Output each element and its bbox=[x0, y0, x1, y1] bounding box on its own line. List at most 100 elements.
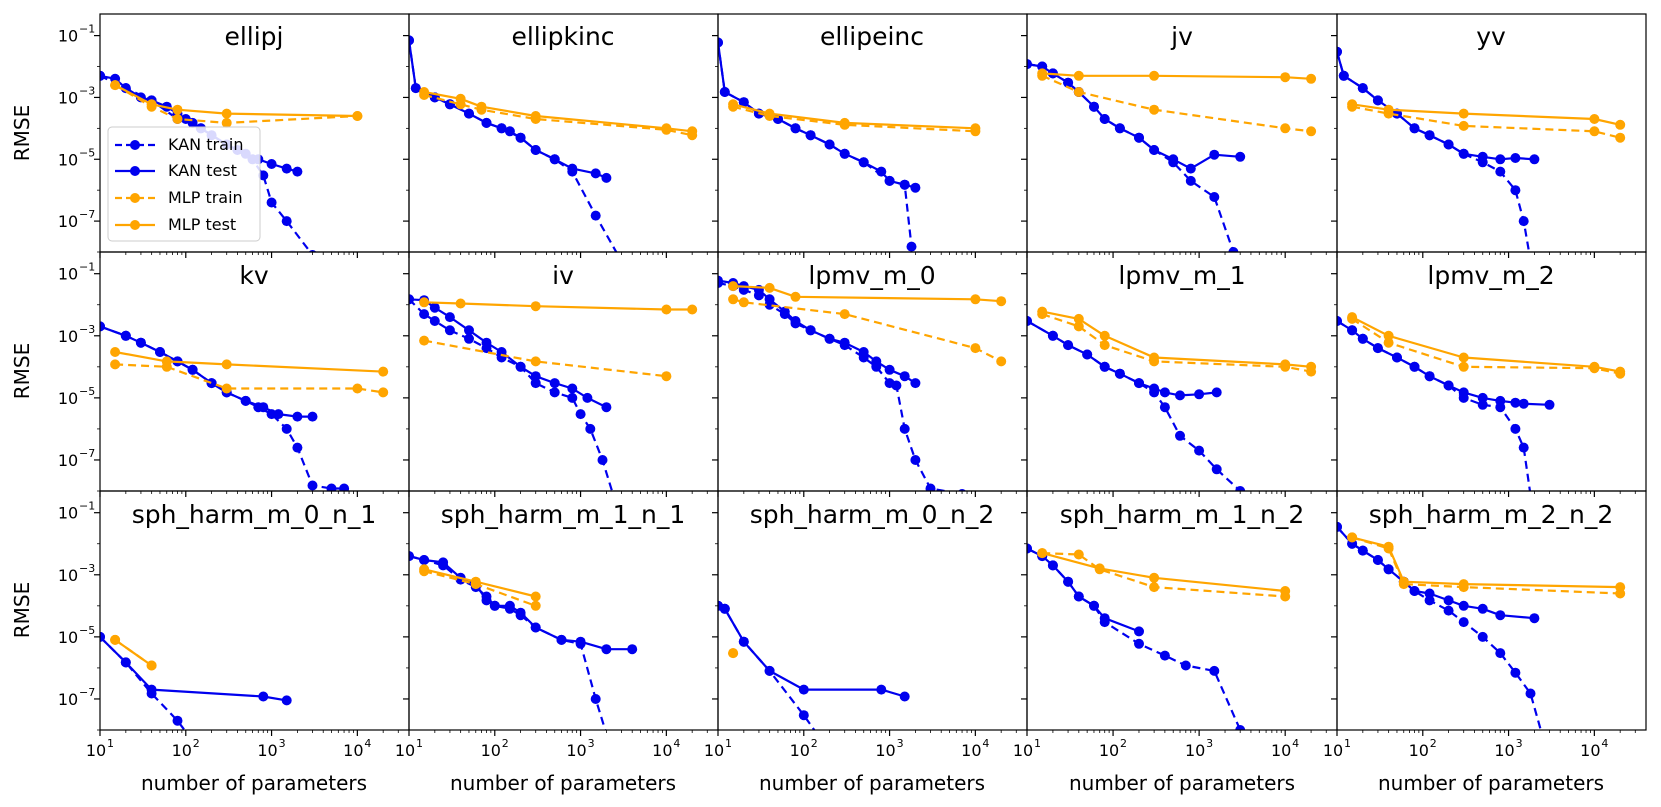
data-point-mlp-test bbox=[378, 366, 389, 377]
data-point-kan-train bbox=[444, 325, 455, 336]
data-point-mlp-test bbox=[470, 576, 481, 587]
data-point-mlp-test bbox=[1306, 361, 1317, 372]
data-point-kan-test bbox=[764, 665, 775, 676]
data-point-kan-train bbox=[926, 309, 936, 319]
data-point-kan-test bbox=[1477, 603, 1488, 614]
data-point-mlp-test bbox=[110, 347, 121, 357]
data-point-mlp-test bbox=[687, 126, 698, 137]
series-line-kan-test bbox=[100, 636, 287, 702]
data-point-kan-test bbox=[1337, 46, 1342, 57]
plot-area bbox=[409, 294, 698, 491]
data-point-kan-test bbox=[910, 182, 921, 193]
panel-title: lpmv_m_1 bbox=[1118, 261, 1245, 290]
data-point-kan-train bbox=[258, 170, 269, 181]
data-point-kan-test bbox=[601, 402, 612, 413]
data-point-kan-test bbox=[871, 356, 882, 367]
data-point-kan-train bbox=[567, 392, 578, 403]
data-point-mlp-test bbox=[1099, 330, 1110, 341]
data-point-kan-test bbox=[1458, 148, 1469, 159]
data-point-kan-test bbox=[515, 361, 526, 372]
plot-area bbox=[100, 321, 389, 491]
data-point-kan-test bbox=[273, 409, 284, 420]
series-line-mlp-train bbox=[115, 363, 384, 394]
series-line-kan-train bbox=[409, 298, 614, 491]
series-line-mlp-test bbox=[114, 638, 153, 667]
series-line-kan-train bbox=[1337, 526, 1542, 730]
data-point-kan-test bbox=[738, 636, 749, 647]
panel-title: sph_harm_m_1_n_2 bbox=[1060, 500, 1305, 529]
data-point-kan-test bbox=[798, 684, 809, 695]
data-point-kan-test bbox=[438, 557, 449, 568]
data-point-mlp-test bbox=[110, 634, 121, 645]
x-tick-label: 10 bbox=[566, 741, 586, 760]
data-point-kan-test bbox=[464, 325, 474, 336]
data-point-kan-test bbox=[146, 684, 157, 695]
data-point-kan-test bbox=[1185, 163, 1196, 174]
x-tick-label: 10 bbox=[172, 741, 192, 760]
x-axis-label: number of parameters bbox=[1378, 771, 1604, 795]
series-line-kan-train bbox=[100, 325, 345, 490]
data-point-kan-train bbox=[172, 715, 183, 726]
data-point-mlp-train bbox=[1149, 582, 1160, 593]
data-point-kan-train bbox=[419, 309, 430, 320]
data-point-kan-train bbox=[906, 241, 917, 252]
data-point-kan-train bbox=[339, 309, 349, 319]
data-point-kan-test bbox=[590, 168, 601, 179]
panel-title: sph_harm_m_0_n_1 bbox=[132, 500, 377, 529]
data-point-kan-train bbox=[1495, 648, 1506, 659]
data-point-mlp-train bbox=[728, 294, 739, 305]
x-tick-exponent: 4 bbox=[1292, 737, 1299, 750]
data-point-kan-train bbox=[1185, 175, 1196, 186]
data-point-kan-test bbox=[1211, 387, 1222, 398]
data-point-kan-train bbox=[590, 210, 601, 221]
data-point-kan-train bbox=[1510, 185, 1521, 196]
data-point-kan-test bbox=[1372, 343, 1383, 354]
data-point-kan-test bbox=[155, 347, 165, 357]
data-point-mlp-train bbox=[1280, 123, 1291, 134]
data-point-kan-test bbox=[1027, 316, 1032, 326]
x-tick-exponent: 1 bbox=[1344, 737, 1351, 750]
y-axis-label: RMSE bbox=[10, 343, 34, 399]
data-point-kan-test bbox=[1337, 521, 1342, 532]
data-point-mlp-test bbox=[970, 294, 981, 305]
series-line-mlp-train bbox=[423, 339, 667, 378]
panel-title: kv bbox=[239, 261, 268, 290]
series-line-kan-train bbox=[1027, 320, 1242, 491]
data-point-kan-test bbox=[1529, 613, 1540, 624]
x-tick-exponent: 4 bbox=[673, 737, 680, 750]
data-point-kan-test bbox=[410, 83, 421, 94]
data-point-mlp-test bbox=[1383, 104, 1394, 115]
data-point-kan-train bbox=[1477, 631, 1488, 642]
data-point-kan-train bbox=[1228, 247, 1239, 252]
series-line-kan-test bbox=[718, 42, 916, 189]
data-point-kan-train bbox=[617, 256, 627, 266]
data-point-kan-test bbox=[1443, 380, 1454, 391]
data-point-kan-test bbox=[1409, 123, 1420, 134]
x-tick-label: 10 bbox=[704, 741, 724, 760]
y-tick-label: 10 bbox=[58, 504, 78, 523]
data-point-mlp-test bbox=[1347, 99, 1358, 110]
data-point-mlp-test bbox=[455, 298, 466, 309]
data-point-kan-test bbox=[1495, 610, 1506, 621]
data-point-mlp-test bbox=[221, 108, 232, 119]
data-point-kan-test bbox=[764, 294, 775, 305]
data-point-kan-test bbox=[1409, 361, 1420, 372]
y-tick-label: 10 bbox=[58, 265, 78, 284]
data-point-kan-train bbox=[429, 316, 440, 326]
data-point-kan-test bbox=[1168, 154, 1179, 165]
data-point-kan-test bbox=[1175, 390, 1185, 401]
data-point-kan-test bbox=[1372, 555, 1383, 565]
data-point-kan-test bbox=[718, 275, 723, 286]
data-point-kan-test bbox=[530, 371, 541, 382]
series-line-kan-train bbox=[1027, 63, 1235, 252]
legend-label-mlp-test: MLP test bbox=[168, 215, 236, 234]
data-point-kan-test bbox=[549, 154, 560, 165]
x-tick-exponent: 3 bbox=[279, 737, 286, 750]
data-point-kan-train bbox=[1180, 660, 1191, 671]
data-point-mlp-train bbox=[1383, 337, 1394, 348]
data-point-kan-test bbox=[1099, 114, 1110, 124]
x-tick-exponent: 1 bbox=[725, 737, 732, 750]
data-point-kan-test bbox=[1047, 560, 1058, 571]
series-line-kan-test bbox=[409, 40, 607, 179]
